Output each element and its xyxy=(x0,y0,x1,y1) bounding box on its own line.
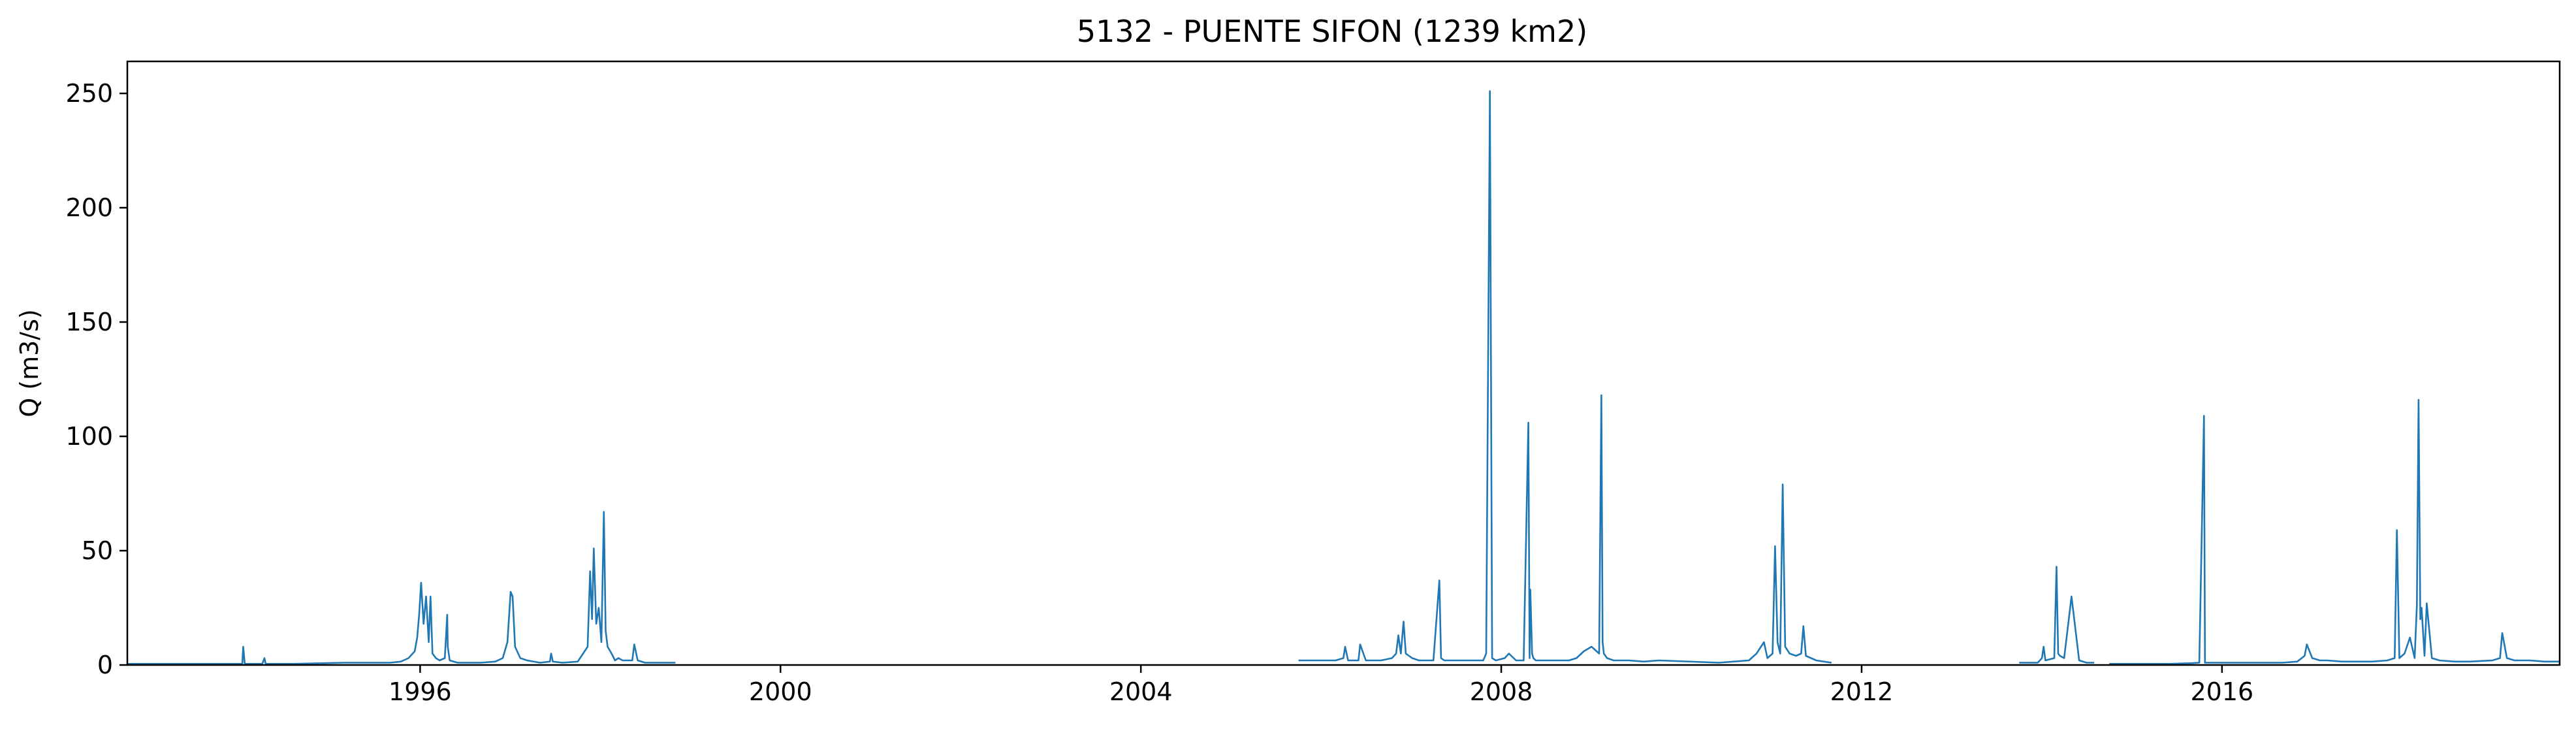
x-tick-label: 2000 xyxy=(749,677,812,706)
x-tick-label: 2016 xyxy=(2190,677,2253,706)
series-line-segment-1 xyxy=(127,511,676,665)
y-axis-label: Q (m3/s) xyxy=(15,309,44,417)
x-axis-ticks: 1996 2000 2004 2008 2012 2016 xyxy=(389,665,2253,706)
x-tick-label: 2008 xyxy=(1470,677,1533,706)
series-line-segment-3 xyxy=(2019,566,2095,664)
chart-title: 5132 - PUENTE SIFON (1239 km2) xyxy=(1077,14,1587,49)
y-tick-label: 50 xyxy=(82,536,113,565)
x-tick-label: 1996 xyxy=(389,677,452,706)
y-tick-label: 150 xyxy=(65,308,113,336)
y-tick-label: 250 xyxy=(65,79,113,108)
y-tick-label: 200 xyxy=(65,193,113,222)
y-tick-label: 0 xyxy=(97,651,113,679)
x-tick-label: 2004 xyxy=(1109,677,1173,706)
series-line-segment-2 xyxy=(1298,90,1832,664)
y-axis-ticks: 0 50 100 150 200 250 xyxy=(65,79,127,679)
y-tick-label: 100 xyxy=(65,422,113,451)
plot-frame xyxy=(126,60,2561,666)
x-tick-label: 2012 xyxy=(1830,677,1894,706)
series-line-segment-4 xyxy=(2109,398,2560,665)
series-layer xyxy=(127,90,2560,665)
